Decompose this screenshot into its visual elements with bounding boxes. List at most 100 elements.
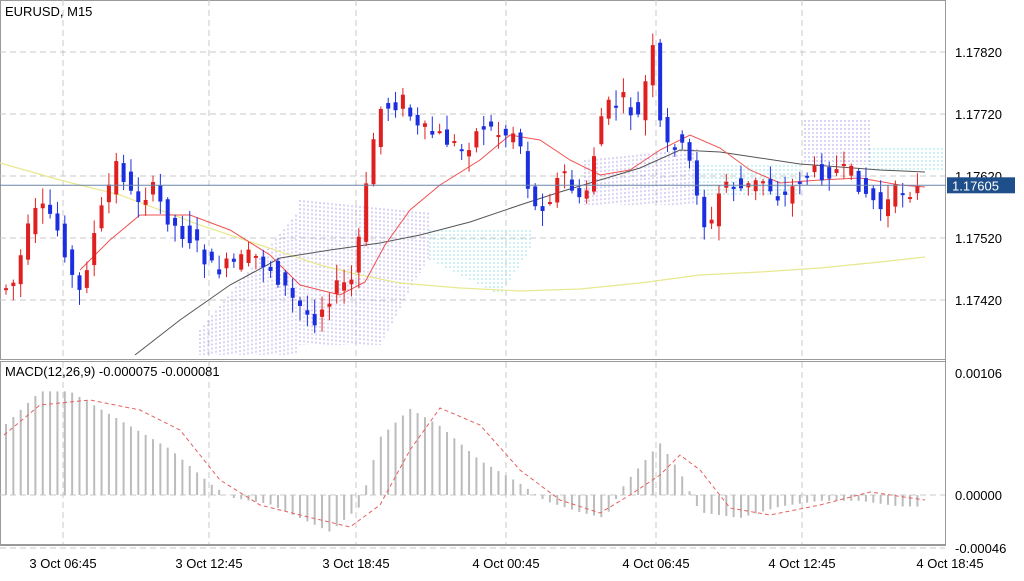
bull-candle — [4, 288, 8, 291]
bear-candle — [430, 131, 435, 135]
y-tick-label: -0.00046 — [955, 541, 1006, 556]
bull-candle — [547, 202, 552, 205]
bear-candle — [217, 269, 222, 275]
bull-candle — [11, 282, 16, 287]
y-tick-label: 1.17720 — [955, 107, 1002, 122]
bull-candle — [474, 131, 479, 148]
current-price-tag — [947, 177, 1015, 194]
bear-candle — [805, 175, 810, 178]
bear-candle — [628, 107, 633, 116]
bear-candle — [386, 103, 391, 109]
macd-indicator — [3, 391, 926, 532]
bear-candle — [393, 102, 398, 111]
bull-candle — [562, 171, 567, 174]
bear-candle — [459, 149, 464, 152]
bear-candle — [305, 310, 310, 315]
bear-candle — [268, 266, 273, 271]
bear-candle — [856, 170, 861, 192]
price-panel-frame — [0, 0, 946, 360]
bull-candle — [106, 184, 111, 203]
bear-candle — [231, 258, 236, 262]
bear-candle — [878, 192, 883, 210]
bull-candle — [143, 199, 148, 205]
bull-candle — [99, 205, 104, 229]
bear-candle — [577, 187, 582, 198]
bear-candle — [739, 178, 743, 189]
bear-candle — [533, 186, 538, 207]
bear-candle — [672, 147, 677, 150]
bear-candle — [636, 102, 641, 115]
bull-candle — [378, 108, 383, 148]
bear-candle — [165, 199, 170, 225]
bull-candle — [761, 181, 766, 184]
bull-candle — [327, 303, 332, 307]
grid-lines — [0, 0, 945, 549]
bear-candle — [680, 134, 685, 143]
bull-candle — [84, 270, 89, 288]
bear-candle — [900, 193, 905, 196]
y-tick-label: 1.17820 — [955, 45, 1002, 60]
x-tick-label: 4 Oct 06:45 — [622, 556, 689, 571]
bear-candle — [775, 196, 780, 201]
bull-candle — [716, 193, 721, 227]
bear-candle — [209, 251, 214, 261]
bear-candle — [202, 249, 207, 265]
bull-candle — [452, 141, 457, 144]
bull-candle — [151, 182, 155, 195]
bear-candle — [173, 217, 178, 226]
bull-candle — [467, 150, 472, 157]
bear-candle — [445, 129, 449, 145]
bull-candle — [26, 223, 31, 260]
current-price-value: 1.17605 — [952, 178, 999, 193]
bull-candle — [356, 236, 361, 273]
bear-candle — [187, 225, 192, 244]
bear-candle — [283, 272, 288, 286]
x-tick-label: 3 Oct 12:45 — [175, 556, 242, 571]
macd-signal-line — [3, 399, 926, 528]
bear-candle — [518, 132, 523, 147]
bear-candle — [540, 206, 545, 212]
bear-candle — [121, 163, 126, 182]
moving-averages — [0, 134, 926, 356]
bear-candle — [180, 226, 185, 240]
bull-candle — [606, 99, 611, 119]
x-tick-label: 3 Oct 18:45 — [322, 556, 389, 571]
bull-candle — [496, 135, 501, 138]
bear-candle — [665, 117, 670, 143]
bear-candle — [525, 151, 530, 189]
bull-candle — [437, 131, 442, 134]
bear-candle — [48, 204, 53, 214]
bear-candle — [797, 181, 802, 184]
bull-candle — [915, 186, 920, 194]
bear-candle — [731, 186, 736, 189]
bull-candle — [114, 161, 119, 195]
bear-candle — [275, 260, 280, 285]
x-tick-label: 4 Oct 18:45 — [916, 556, 983, 571]
bull-candle — [334, 280, 339, 294]
bear-candle — [70, 249, 75, 275]
bull-candle — [511, 133, 516, 143]
bull-candle — [253, 255, 258, 258]
bull-candle — [371, 139, 376, 185]
bear-candle — [783, 191, 788, 195]
candlesticks — [4, 33, 920, 334]
bear-candle — [158, 185, 163, 202]
bull-candle — [790, 186, 795, 204]
macd-panel-frame — [0, 361, 946, 545]
bear-candle — [62, 223, 67, 258]
bull-candle — [592, 156, 596, 192]
y-tick-label: 0.00106 — [955, 366, 1002, 381]
bull-candle — [92, 233, 97, 266]
y-tick-label: 1.17420 — [955, 293, 1002, 308]
bull-candle — [40, 203, 45, 209]
bear-candle — [702, 196, 707, 228]
bear-candle — [195, 229, 200, 241]
x-tick-label: 4 Oct 00:45 — [472, 556, 539, 571]
bull-candle — [908, 197, 913, 200]
bull-candle — [246, 249, 251, 263]
x-tick-label: 4 Oct 12:45 — [768, 556, 835, 571]
ma-slow-line — [134, 149, 926, 356]
bull-candle — [555, 178, 560, 203]
